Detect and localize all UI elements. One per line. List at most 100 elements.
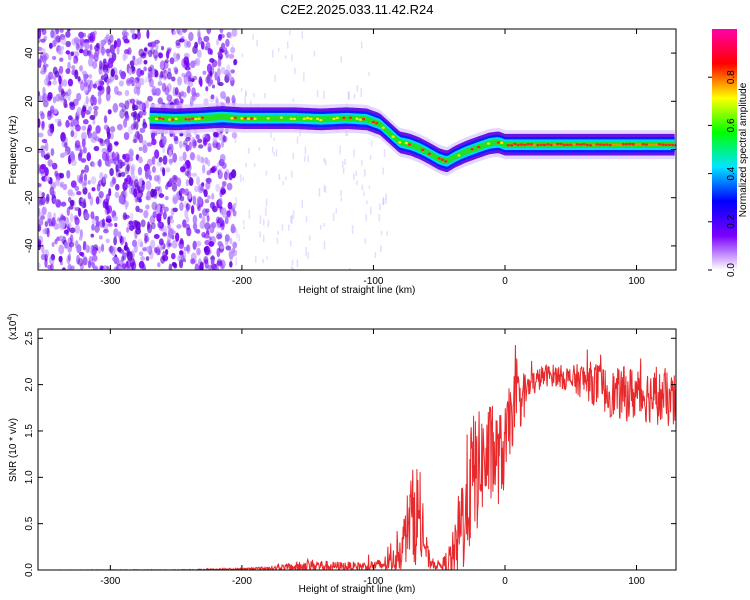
heat-cell	[182, 219, 187, 228]
heat-cell	[97, 137, 102, 143]
heat-cell	[67, 78, 74, 87]
heat-cell	[159, 206, 163, 217]
heat-cell	[95, 220, 100, 227]
heat-cell	[107, 161, 111, 167]
heat-cell	[80, 81, 85, 91]
heat-cell	[156, 244, 162, 249]
heat-cell	[220, 259, 226, 270]
heat-cell	[113, 266, 120, 270]
heat-cell	[89, 31, 96, 42]
heat-cell	[106, 131, 111, 140]
heat-cell	[73, 57, 77, 64]
y-tick-label: -40	[24, 238, 35, 253]
heat-cell	[89, 79, 93, 90]
heat-cell	[206, 159, 211, 167]
heat-cell	[221, 208, 225, 216]
heat-cell	[202, 70, 207, 75]
heat-cell	[374, 252, 377, 258]
colorbar: 0.0 0.2 0.4 0.6 0.8 Normalized spectral ampl…	[708, 29, 749, 277]
heat-cell	[141, 140, 148, 146]
heat-cell	[134, 230, 138, 240]
heat-cell	[312, 117, 316, 121]
heat-cell	[87, 192, 92, 200]
heat-cell	[291, 260, 294, 266]
heat-cell	[68, 241, 75, 248]
heat-cell	[286, 117, 290, 120]
heat-cell	[493, 141, 497, 144]
heat-cell	[490, 141, 494, 145]
heat-cell	[181, 29, 188, 33]
heat-cell	[206, 29, 212, 35]
heat-cell	[463, 150, 468, 153]
heat-cell	[223, 171, 228, 181]
heat-cell	[172, 194, 179, 204]
heat-cell	[91, 161, 96, 168]
heat-cell	[382, 198, 384, 205]
heat-cell	[109, 126, 116, 133]
heat-cell	[171, 118, 175, 121]
heat-cell	[68, 205, 74, 210]
heat-cell	[263, 116, 267, 120]
heat-cell	[179, 202, 184, 211]
heat-cell	[323, 157, 325, 163]
heat-cell	[135, 205, 140, 213]
heat-cell	[503, 142, 507, 146]
heat-cell	[150, 48, 155, 55]
heat-cell	[90, 233, 95, 238]
heat-cell	[224, 236, 229, 246]
heat-cell	[339, 145, 341, 155]
heat-cell	[64, 90, 70, 96]
colorbar-tick-label: 0.8	[726, 70, 737, 84]
heat-cell	[113, 141, 119, 146]
heat-cell	[107, 39, 112, 46]
heat-cell	[229, 261, 233, 268]
heat-cell	[216, 222, 221, 229]
heat-cell	[117, 246, 122, 252]
heat-cell	[38, 190, 43, 200]
heat-cell	[171, 239, 178, 249]
heat-cell	[78, 176, 83, 184]
spectrogram-y-label: Frequency (Hz)	[8, 116, 19, 185]
heat-cell	[171, 174, 178, 184]
heat-cell	[133, 58, 140, 66]
heat-cell	[40, 215, 46, 220]
heat-cell	[365, 118, 369, 121]
heat-cell	[151, 117, 155, 120]
heat-cell	[47, 159, 53, 167]
heat-cell	[641, 143, 645, 146]
heat-cell	[102, 176, 106, 184]
heat-cell	[183, 60, 188, 70]
heat-cell	[193, 140, 197, 147]
heat-cell	[290, 170, 293, 175]
heat-cell	[73, 131, 78, 139]
heat-cell	[38, 225, 41, 232]
heat-cell	[50, 181, 57, 190]
heat-cell	[207, 116, 211, 119]
heat-cell	[152, 49, 159, 59]
heat-cell	[319, 118, 323, 122]
heat-cell	[85, 244, 90, 254]
heat-cell	[179, 166, 186, 173]
heat-cell	[631, 143, 635, 146]
heat-cell	[129, 212, 134, 221]
heat-cell	[180, 90, 184, 97]
heat-cell	[139, 77, 145, 86]
heat-cell	[322, 118, 326, 121]
heat-cell	[356, 180, 358, 185]
heat-cell	[83, 101, 89, 108]
heat-cell	[63, 98, 68, 109]
heat-cell	[186, 170, 192, 179]
heat-cell	[215, 131, 219, 138]
heat-cell	[338, 117, 343, 120]
heat-cell	[634, 143, 639, 146]
heat-cell	[121, 263, 127, 270]
heat-cell	[431, 154, 435, 157]
x-tick-label: -300	[100, 276, 120, 287]
heat-cell	[323, 91, 325, 100]
colorbar-ticks: 0.0 0.2 0.4 0.6 0.8	[708, 70, 737, 277]
heat-cell	[307, 155, 309, 163]
heat-cell	[404, 141, 408, 145]
heat-cell	[86, 152, 92, 162]
heat-cell	[218, 167, 222, 176]
heat-cell	[43, 154, 50, 160]
